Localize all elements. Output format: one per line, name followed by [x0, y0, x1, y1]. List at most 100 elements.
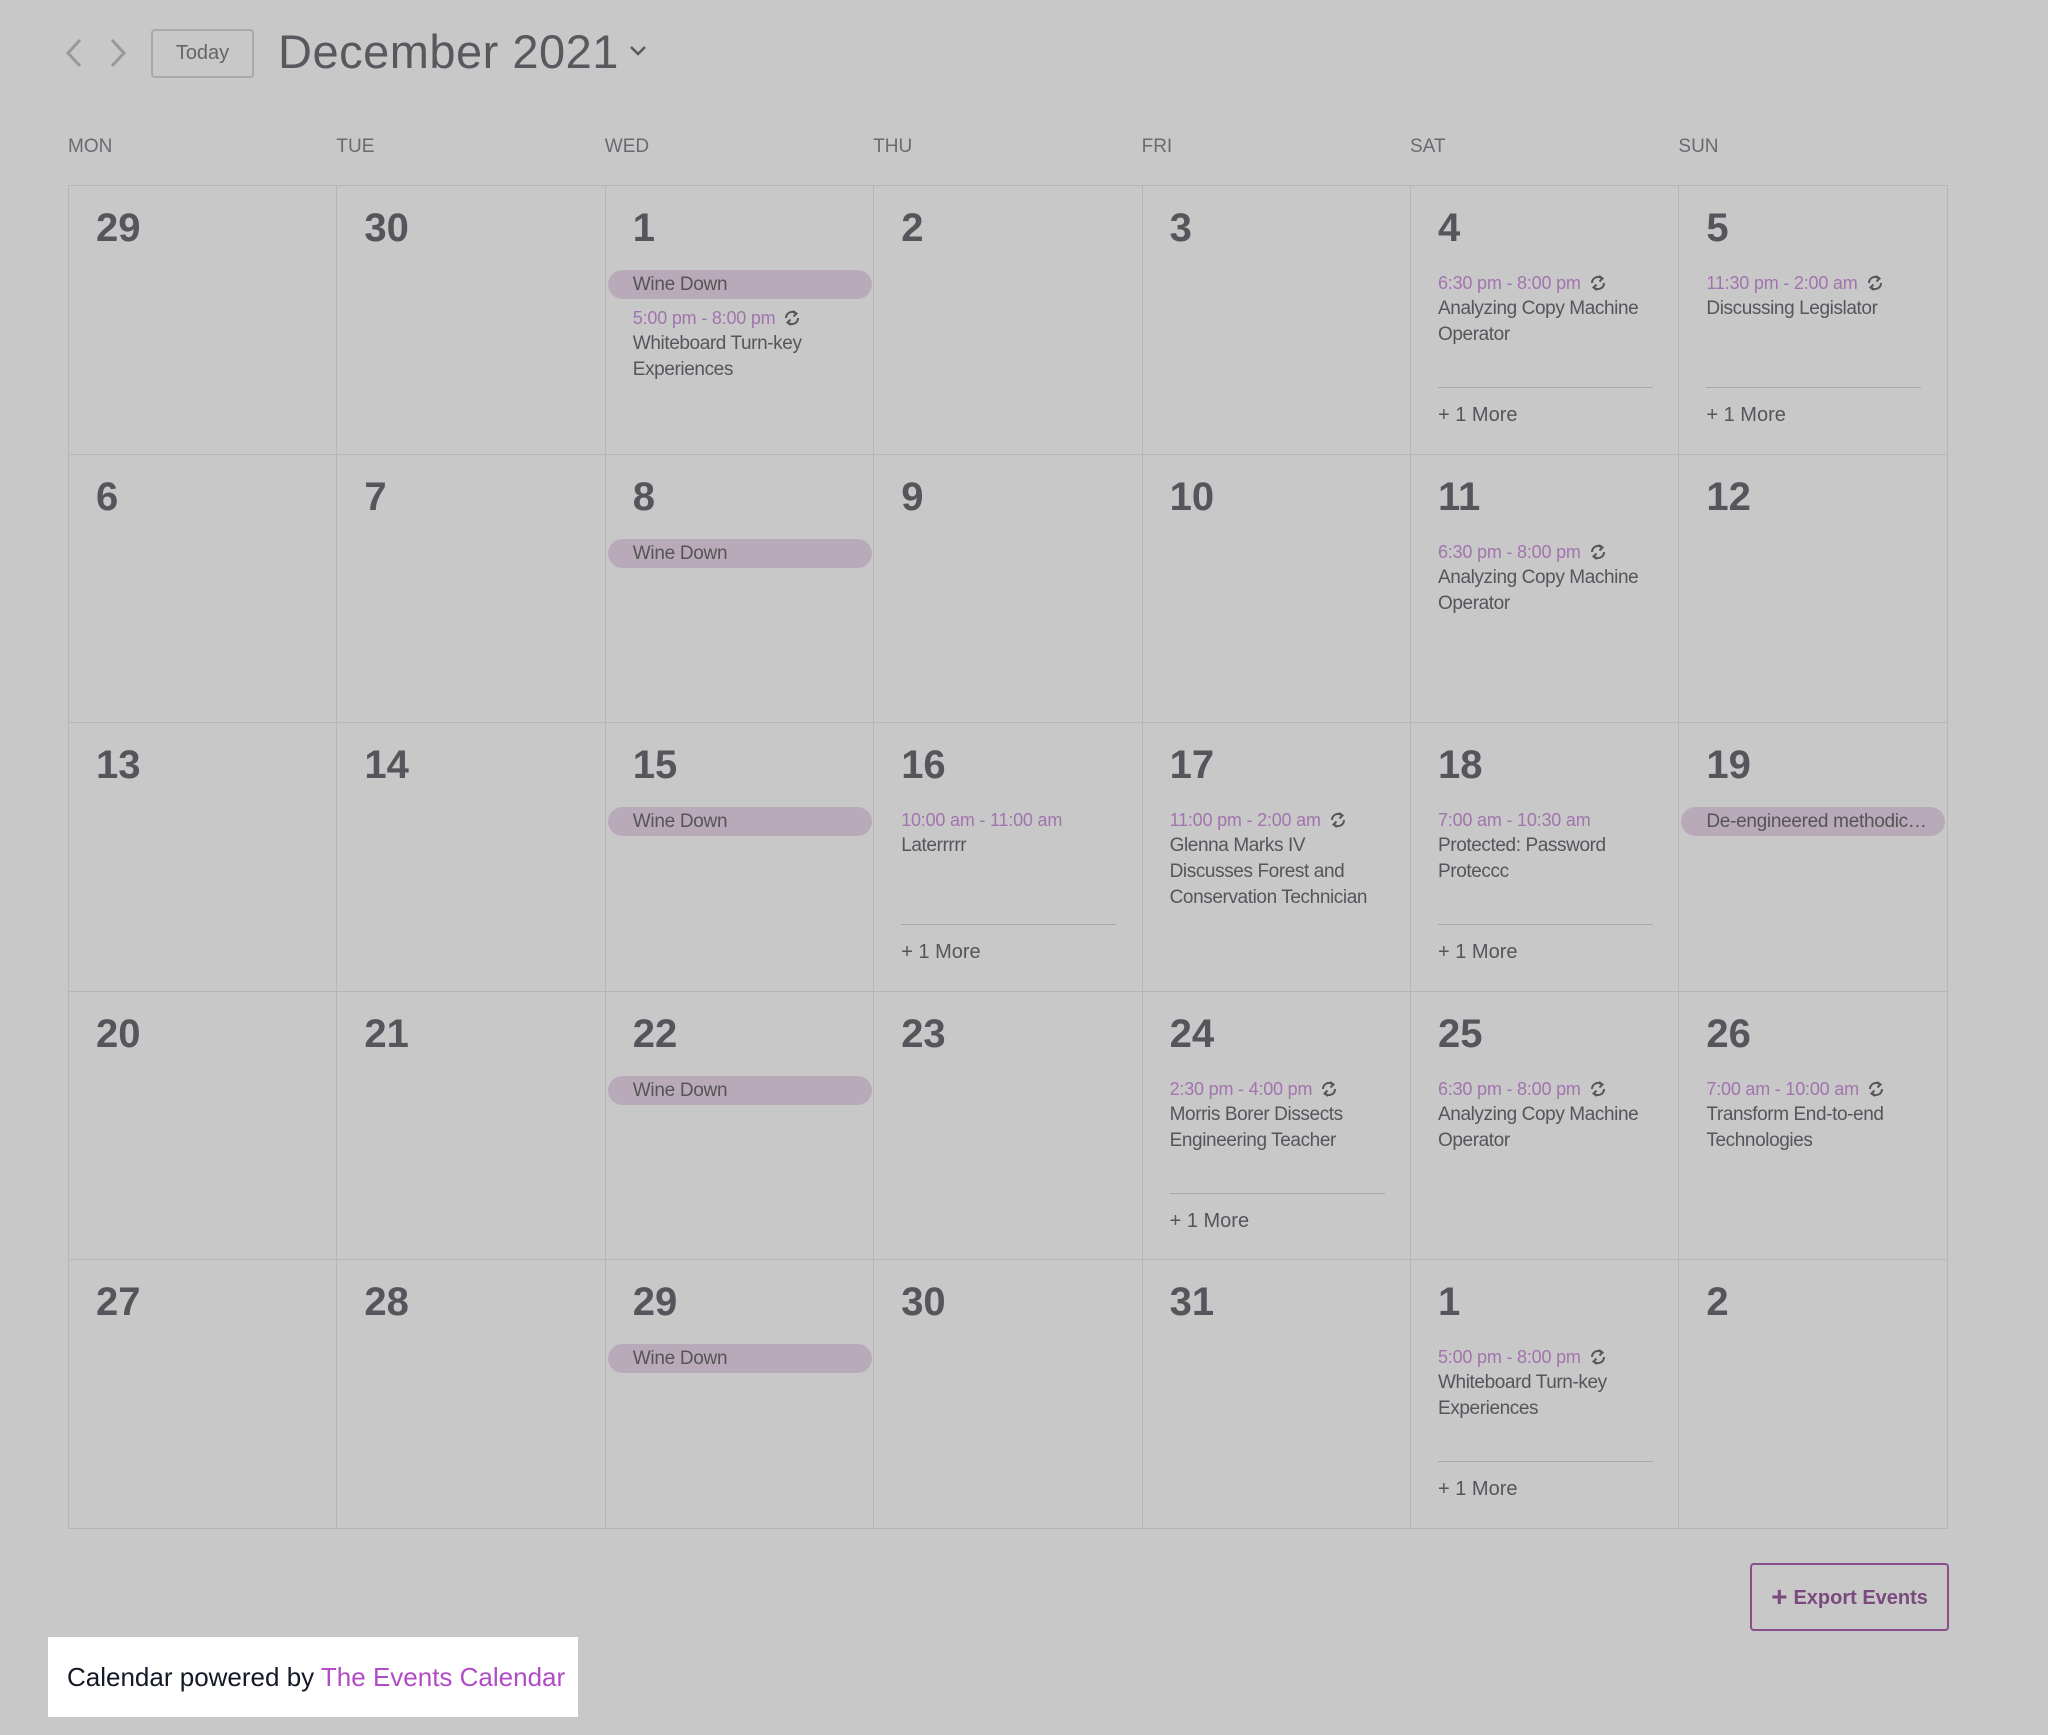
day-number[interactable]: 17 — [1169, 743, 1215, 788]
footer-link[interactable]: The Events Calendar — [320, 1662, 566, 1692]
event-time: 11:00 pm - 2:00 am — [1169, 810, 1321, 831]
day-number[interactable]: 1 — [632, 206, 656, 250]
recurring-icon — [1868, 1080, 1883, 1097]
all-day-event[interactable]: De-engineered methodic… — [1681, 807, 1946, 837]
day-number[interactable]: 23 — [901, 1011, 946, 1056]
event-title[interactable]: Protected: Password Proteccc — [1438, 835, 1606, 883]
day-number[interactable]: 31 — [1169, 1280, 1215, 1325]
day-cell: 5 11:30 pm - 2:00 am Discussing Legislator… — [1678, 185, 1948, 455]
prev-arrow[interactable] — [65, 38, 82, 68]
event-title[interactable]: Analyzing Copy Machine Operator — [1438, 566, 1639, 614]
day-cell: 3 — [1141, 185, 1411, 455]
day-number[interactable]: 30 — [364, 206, 409, 250]
event-title[interactable]: Glenna Marks IV Discusses Forest and Con… — [1169, 835, 1368, 909]
day-cell: 23 — [873, 990, 1143, 1261]
day-number[interactable]: 29 — [632, 1280, 678, 1325]
all-day-event[interactable]: Wine Down — [607, 270, 872, 299]
day-number[interactable]: 10 — [1169, 474, 1215, 519]
event-title[interactable]: Whiteboard Turn-key Experiences — [1438, 1372, 1607, 1420]
day-number[interactable]: 19 — [1706, 743, 1751, 788]
day-number[interactable]: 25 — [1438, 1011, 1483, 1056]
event-title[interactable]: Transform End-to-end Technologies — [1706, 1103, 1884, 1151]
day-number[interactable]: 2 — [901, 206, 924, 250]
day-cell: 21 — [336, 990, 606, 1261]
day-number[interactable]: 8 — [632, 474, 656, 519]
recurring-icon — [1867, 275, 1882, 291]
weekday-header: TUE — [336, 136, 375, 157]
day-number[interactable]: 21 — [364, 1011, 409, 1056]
event-time: 5:00 pm - 8:00 pm — [1438, 1347, 1581, 1368]
event-title[interactable]: Morris Borer Dissects Engineering Teache… — [1169, 1103, 1344, 1151]
day-cell: 1 Wine Down 5:00 pm - 8:00 pm Whiteboard Tu… — [604, 185, 875, 455]
day-cell: 13 — [68, 722, 338, 992]
day-number[interactable]: 15 — [632, 743, 678, 788]
next-arrow[interactable] — [110, 38, 127, 68]
day-cell: 19 De-engineered methodic… — [1678, 722, 1948, 992]
day-events: Wine Down — [607, 538, 872, 574]
event-time-row: 11:30 pm - 2:00 am — [1706, 270, 1931, 296]
day-number[interactable]: 6 — [96, 474, 119, 519]
day-number[interactable]: 14 — [364, 743, 409, 788]
day-events: 10:00 am - 11:00 am Laterrrrr — [901, 807, 1126, 859]
day-number[interactable]: 20 — [96, 1011, 141, 1056]
nav-arrows[interactable] — [64, 36, 134, 70]
all-day-event[interactable]: Wine Down — [607, 538, 872, 568]
dropdown-chevron[interactable] — [628, 44, 648, 58]
event-time-row: 7:00 am - 10:00 am — [1706, 1076, 1931, 1102]
day-number[interactable]: 4 — [1438, 206, 1461, 250]
day-cell: 30 — [336, 185, 606, 455]
event-title[interactable]: Analyzing Copy Machine Operator — [1438, 1103, 1639, 1151]
day-number[interactable]: 16 — [901, 743, 946, 788]
weekday-header: MON — [68, 136, 113, 157]
day-cell: 15 Wine Down — [604, 722, 875, 992]
more-link[interactable]: + 1 More — [1169, 1192, 1385, 1233]
day-number[interactable]: 27 — [96, 1280, 141, 1325]
event-title[interactable]: Whiteboard Turn-key Experiences — [632, 333, 802, 380]
day-cell: 9 — [873, 453, 1143, 724]
event-time-row: 5:00 pm - 8:00 pm — [1438, 1344, 1663, 1370]
day-number[interactable]: 3 — [1169, 206, 1192, 250]
day-number[interactable]: 29 — [96, 206, 141, 250]
event-title[interactable]: Discussing Legislator — [1706, 298, 1878, 319]
recurring-icon — [1330, 812, 1345, 829]
day-number[interactable]: 24 — [1169, 1011, 1215, 1056]
day-cell: 27 — [68, 1259, 338, 1529]
day-number[interactable]: 1 — [1438, 1280, 1461, 1325]
today-button[interactable]: Today — [151, 29, 254, 78]
all-day-event[interactable]: Wine Down — [607, 1075, 872, 1105]
day-number[interactable]: 30 — [901, 1280, 946, 1325]
day-number[interactable]: 26 — [1706, 1011, 1751, 1056]
day-number[interactable]: 5 — [1706, 206, 1729, 250]
all-day-event[interactable]: Wine Down — [607, 807, 872, 837]
day-cell: 30 — [873, 1259, 1143, 1529]
event-title[interactable]: Analyzing Copy Machine Operator — [1438, 298, 1639, 345]
export-label[interactable]: Export Events — [1793, 1587, 1928, 1609]
event-time: 11:30 pm - 2:00 am — [1706, 273, 1858, 293]
day-number[interactable]: 18 — [1438, 743, 1483, 788]
event-time: 7:00 am - 10:00 am — [1706, 1078, 1859, 1099]
day-number[interactable]: 12 — [1706, 474, 1751, 519]
day-cell: 6 — [68, 453, 338, 724]
more-link[interactable]: + 1 More — [901, 924, 1117, 964]
more-link[interactable]: + 1 More — [1706, 387, 1922, 427]
day-number[interactable]: 13 — [96, 743, 141, 788]
more-link[interactable]: + 1 More — [1438, 1461, 1653, 1501]
day-cell: 31 — [1141, 1259, 1411, 1529]
day-cell: 8 Wine Down — [604, 453, 875, 724]
month-title[interactable]: December 2021 — [278, 25, 619, 78]
day-cell: 7 — [336, 453, 606, 724]
day-number[interactable]: 7 — [364, 474, 387, 519]
day-number[interactable]: 11 — [1438, 474, 1481, 519]
day-number[interactable]: 9 — [901, 474, 924, 519]
more-link[interactable]: + 1 More — [1438, 924, 1653, 964]
day-cell: 28 — [336, 1259, 606, 1529]
event-title[interactable]: Laterrrrr — [901, 835, 967, 857]
day-number[interactable]: 22 — [632, 1011, 678, 1056]
export-button[interactable]: + Export Events — [1750, 1563, 1949, 1631]
recurring-icon — [1590, 543, 1605, 560]
day-events: 11:30 pm - 2:00 am Discussing Legislator — [1706, 270, 1931, 322]
day-number[interactable]: 28 — [364, 1280, 409, 1325]
more-link[interactable]: + 1 More — [1438, 387, 1653, 427]
day-number[interactable]: 2 — [1706, 1280, 1729, 1325]
all-day-event[interactable]: Wine Down — [607, 1344, 872, 1374]
